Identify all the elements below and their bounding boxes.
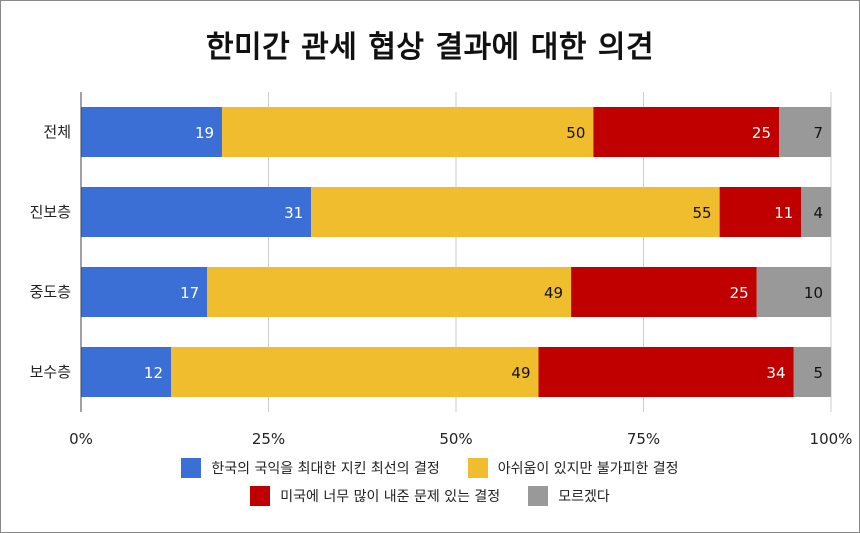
legend-item-unavoidable: 아쉬움이 있지만 불가피한 결정 <box>467 458 679 478</box>
data-label: 49 <box>544 284 563 302</box>
data-label: 55 <box>693 204 712 222</box>
legend-item-best: 한국의 국익을 최대한 지킨 최선의 결정 <box>181 458 440 478</box>
data-label: 31 <box>284 204 303 222</box>
legend-swatch-unavoidable <box>467 458 488 478</box>
data-label: 19 <box>195 124 214 142</box>
legend-row-2: 미국에 너무 많이 내준 문제 있는 결정 모르겠다 <box>0 486 860 506</box>
bar-segment <box>81 347 171 397</box>
category-label: 진보층 <box>30 203 71 221</box>
x-tick-label: 100% <box>810 430 853 448</box>
bar-segment <box>81 187 312 237</box>
bar-segment <box>801 187 831 237</box>
bar-segment <box>81 107 223 157</box>
data-label: 25 <box>730 284 749 302</box>
data-label: 11 <box>774 204 793 222</box>
legend-label-problem: 미국에 너무 많이 내준 문제 있는 결정 <box>280 489 501 505</box>
x-tick-label: 0% <box>69 430 93 448</box>
data-label: 17 <box>180 284 199 302</box>
category-label: 중도층 <box>30 283 71 301</box>
bar-segment <box>793 347 831 397</box>
data-label: 34 <box>766 364 785 382</box>
legend-label-dontknow: 모르겠다 <box>558 489 610 505</box>
data-label: 10 <box>804 284 823 302</box>
data-label: 49 <box>511 364 530 382</box>
legend-item-dontknow: 모르겠다 <box>528 486 610 506</box>
legend: 한국의 국익을 최대한 지킨 최선의 결정 아쉬움이 있지만 불가피한 결정 미… <box>0 458 860 514</box>
x-tick-label: 25% <box>252 430 285 448</box>
bar-segment <box>756 267 831 317</box>
category-label: 전체 <box>43 123 71 141</box>
bar-segment <box>719 187 802 237</box>
data-label: 5 <box>813 364 823 382</box>
bar-segment <box>222 107 594 157</box>
legend-item-problem: 미국에 너무 많이 내준 문제 있는 결정 <box>250 486 500 506</box>
bar-segment <box>571 267 757 317</box>
legend-swatch-best <box>181 458 202 478</box>
bar-segment <box>311 187 720 237</box>
data-label: 4 <box>813 204 823 222</box>
chart-title: 한미간 관세 협상 결과에 대한 의견 <box>205 30 655 65</box>
legend-swatch-problem <box>250 486 271 506</box>
data-label: 25 <box>752 124 771 142</box>
bar-segment <box>593 107 780 157</box>
bar-segment <box>207 267 572 317</box>
x-tick-label: 50% <box>439 430 472 448</box>
bar-segment <box>81 267 208 317</box>
bar-segment <box>171 347 539 397</box>
data-label: 50 <box>566 124 585 142</box>
category-label: 보수층 <box>30 363 71 381</box>
legend-label-best: 한국의 국익을 최대한 지킨 최선의 결정 <box>211 461 440 477</box>
legend-swatch-dontknow <box>528 486 549 506</box>
legend-row-1: 한국의 국익을 최대한 지킨 최선의 결정 아쉬움이 있지만 불가피한 결정 <box>0 458 860 478</box>
bar-segment <box>538 347 794 397</box>
x-tick-label: 75% <box>627 430 660 448</box>
data-label: 7 <box>813 124 823 142</box>
data-label: 12 <box>144 364 163 382</box>
legend-label-unavoidable: 아쉬움이 있지만 불가피한 결정 <box>497 461 679 477</box>
bar-segment <box>779 107 831 157</box>
